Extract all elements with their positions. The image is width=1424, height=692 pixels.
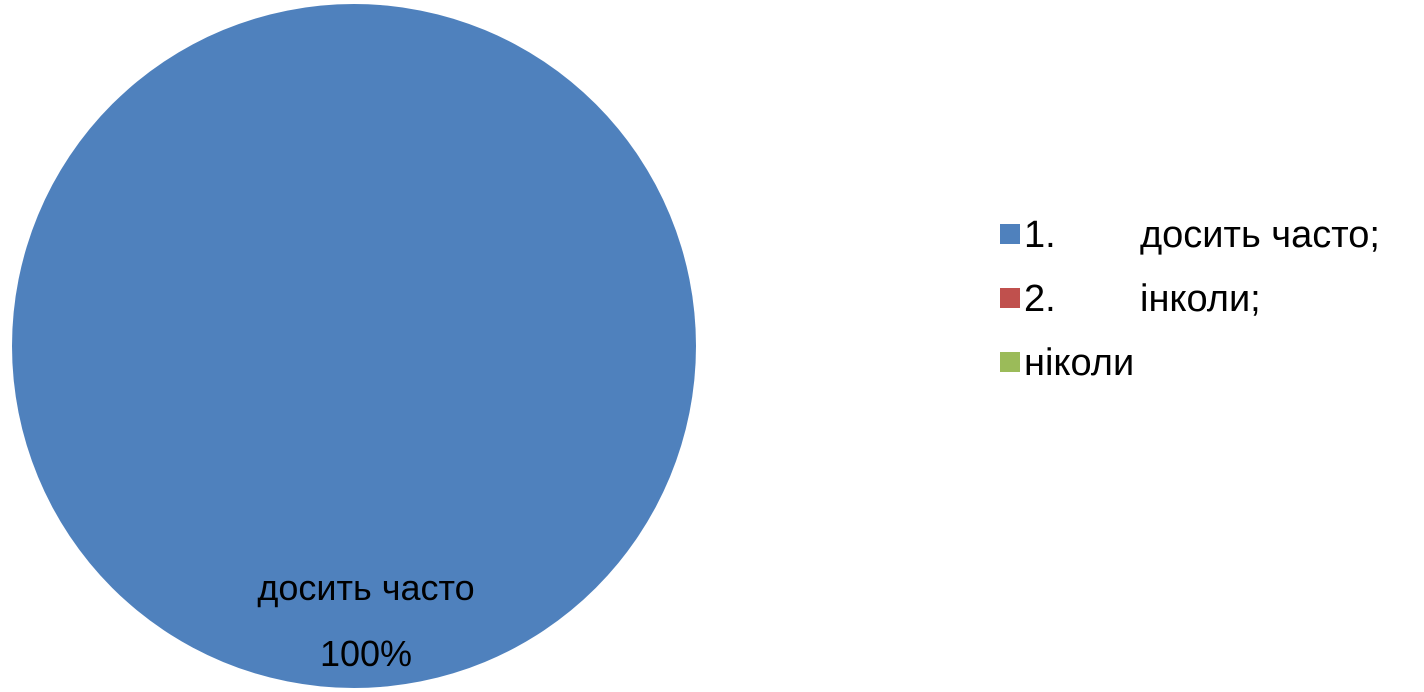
legend-item-label: ніколи bbox=[1024, 342, 1134, 384]
pie-slice-досить-часто bbox=[12, 4, 696, 688]
legend-item-label: досить часто; bbox=[1140, 214, 1380, 256]
legend-item-2: 2. інколи; bbox=[1000, 278, 1261, 320]
legend-swatch bbox=[1000, 224, 1020, 244]
legend-item-number: 2. bbox=[1024, 278, 1056, 320]
data-labels: досить часто 100% bbox=[257, 567, 474, 674]
data-label-category: досить часто bbox=[257, 567, 474, 608]
legend-item-3: ніколи bbox=[1000, 342, 1134, 384]
legend-item-number: 1. bbox=[1024, 214, 1056, 256]
legend: 1. досить часто; 2. інколи;ніколи bbox=[1000, 214, 1380, 384]
pie-slices bbox=[12, 4, 696, 688]
legend-swatch bbox=[1000, 288, 1020, 308]
data-label-percent: 100% bbox=[320, 633, 412, 674]
legend-item-1: 1. досить часто; bbox=[1000, 214, 1380, 256]
legend-item-label: інколи; bbox=[1140, 278, 1261, 320]
legend-swatch bbox=[1000, 352, 1020, 372]
